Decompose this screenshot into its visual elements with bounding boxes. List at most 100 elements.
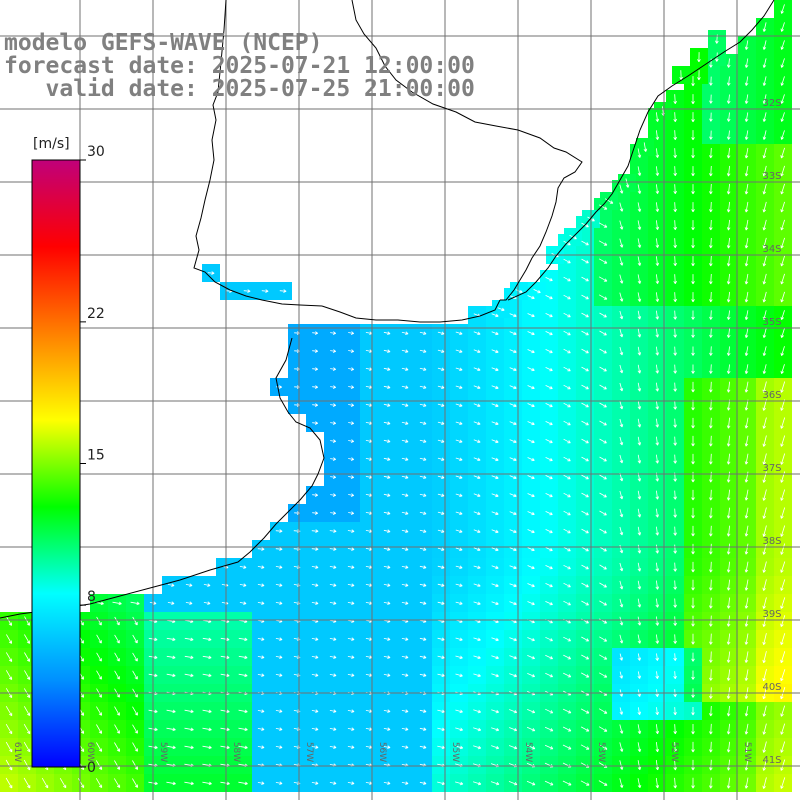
wind-arrow xyxy=(762,219,767,231)
coastline xyxy=(0,0,775,619)
wind-arrow xyxy=(330,475,337,479)
wind-arrow xyxy=(709,561,713,573)
wind-arrow xyxy=(655,671,659,679)
wind-arrow xyxy=(312,511,319,515)
wind-arrow xyxy=(257,601,265,605)
wind-arrow xyxy=(330,403,337,407)
wind-arrow xyxy=(491,655,499,660)
wind-arrow xyxy=(544,726,554,732)
wind-arrow xyxy=(726,58,731,68)
wind-arrow xyxy=(329,565,337,569)
wind-arrow xyxy=(329,655,337,659)
wind-arrow xyxy=(491,709,499,714)
wind-arrow xyxy=(329,529,337,533)
wind-arrow xyxy=(580,780,590,786)
wind-arrow xyxy=(744,471,749,483)
wind-arrow xyxy=(401,709,409,713)
wind-arrow xyxy=(673,310,677,320)
wind-arrow xyxy=(744,705,749,717)
wind-arrow xyxy=(184,781,194,786)
wind-arrow xyxy=(744,291,749,303)
wind-arrow xyxy=(509,655,517,660)
wind-arrow xyxy=(655,580,660,590)
wind-arrow xyxy=(744,381,749,393)
wind-arrow xyxy=(401,367,409,371)
wind-arrow xyxy=(401,331,409,335)
wind-arrow xyxy=(348,493,355,497)
wind-arrow xyxy=(599,582,607,588)
wind-arrow xyxy=(673,634,677,644)
wind-arrow xyxy=(563,600,571,606)
wind-arrow xyxy=(257,565,265,569)
wind-arrow xyxy=(275,583,283,587)
wind-arrow xyxy=(437,637,445,641)
wind-arrow xyxy=(383,637,391,641)
wind-arrow xyxy=(780,4,785,14)
wind-arrow xyxy=(726,633,731,645)
wind-arrow xyxy=(545,565,553,570)
wind-arrow xyxy=(5,777,13,789)
wind-arrow xyxy=(709,705,713,717)
wind-arrow xyxy=(655,292,660,302)
wind-arrow xyxy=(527,601,535,606)
wind-arrow xyxy=(132,742,138,752)
wind-arrow xyxy=(780,219,785,231)
colorbar-unit: [m/s] xyxy=(33,136,70,152)
wind-arrow xyxy=(744,597,749,609)
longitude-label: 54W xyxy=(523,742,533,762)
wind-arrow xyxy=(762,76,767,86)
wind-arrow xyxy=(673,328,677,338)
wind-arrow xyxy=(780,58,785,68)
wind-arrow xyxy=(437,547,445,551)
uruguay-border xyxy=(193,0,323,307)
wind-arrow xyxy=(709,633,713,645)
wind-arrow xyxy=(347,673,355,677)
wind-arrow xyxy=(709,273,713,285)
wind-arrow xyxy=(348,421,355,425)
wind-arrow xyxy=(637,724,642,734)
wind-arrow xyxy=(473,565,481,569)
wind-arrow xyxy=(581,600,589,606)
wind-arrow xyxy=(347,601,355,605)
wind-arrow xyxy=(5,705,13,717)
wind-arrow xyxy=(673,184,677,195)
wind-arrow xyxy=(96,724,102,734)
wind-arrow xyxy=(709,183,713,195)
wind-arrow xyxy=(637,418,642,428)
wind-arrow xyxy=(726,759,731,771)
wind-arrow xyxy=(709,723,713,735)
wind-arrow xyxy=(167,601,175,605)
wind-arrow xyxy=(709,346,713,356)
wind-arrow xyxy=(509,511,517,516)
wind-arrow xyxy=(673,94,677,105)
wind-arrow xyxy=(330,421,337,425)
wind-arrow xyxy=(691,759,695,771)
wind-arrow xyxy=(726,525,731,537)
wind-arrow xyxy=(202,709,212,714)
wind-arrow xyxy=(709,579,713,591)
wind-arrow xyxy=(275,637,283,641)
wind-arrow xyxy=(726,364,731,374)
wind-arrow xyxy=(419,403,427,407)
wind-arrow xyxy=(329,601,337,605)
wind-arrow xyxy=(655,707,659,716)
wind-arrow xyxy=(383,583,391,587)
wind-arrow xyxy=(527,367,535,372)
wind-arrow xyxy=(762,741,767,753)
wind-arrow xyxy=(744,273,749,285)
wind-arrow xyxy=(780,40,785,50)
wind-arrow xyxy=(347,709,355,713)
wind-arrow xyxy=(726,76,731,86)
wind-arrow xyxy=(96,742,102,752)
wind-arrow xyxy=(455,475,463,479)
wind-arrow xyxy=(238,709,248,714)
wind-arrow xyxy=(437,421,445,425)
wind-arrow xyxy=(437,709,445,714)
wind-arrow xyxy=(762,561,767,573)
wind-arrow xyxy=(780,489,786,501)
wind-arrow xyxy=(348,331,355,335)
wind-arrow xyxy=(114,724,120,734)
wind-arrow xyxy=(473,673,481,678)
wind-arrow xyxy=(545,421,553,426)
wind-arrow xyxy=(637,202,642,212)
